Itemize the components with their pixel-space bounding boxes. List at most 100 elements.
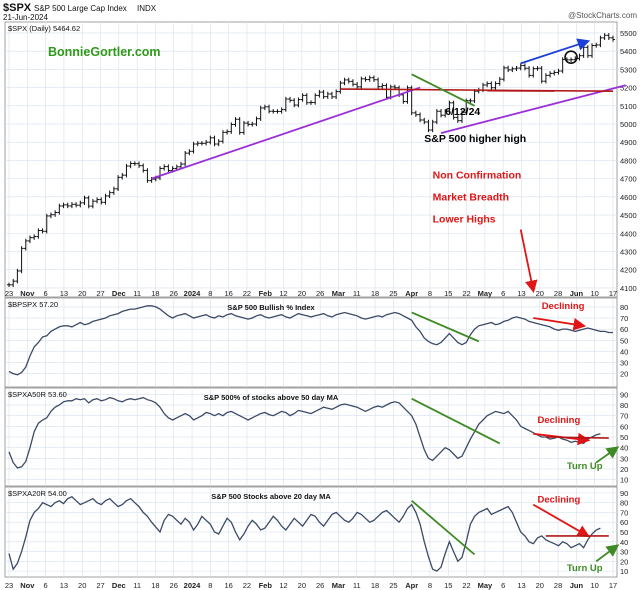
x-tick-label: Jun (570, 581, 584, 590)
trendline-green (411, 73, 475, 107)
x-tick-label: Dec (112, 581, 126, 590)
x-tick-label: 17 (609, 581, 617, 590)
x-tick-label: May (478, 581, 493, 590)
annotation-label: Declining (538, 415, 581, 426)
y-tick-label: 70 (620, 508, 628, 517)
x-tick-label: 17 (609, 289, 617, 298)
panel-title: $BPSPX 57.20 (8, 300, 58, 309)
x-tick-label: Feb (259, 289, 273, 298)
watermark-label: BonnieGortler.com (48, 45, 161, 59)
x-tick-label: 15 (444, 289, 452, 298)
x-tick-label: 26 (316, 581, 324, 590)
x-tick-label: 20 (536, 289, 544, 298)
x-tick-label: 13 (517, 289, 525, 298)
panel-subtitle: S&P 500% of stocks above 50 day MA (204, 393, 339, 402)
y-tick-label: 4100 (620, 284, 637, 293)
y-tick-label: 4700 (620, 175, 637, 184)
x-tick-label: 22 (462, 581, 470, 590)
x-tick-label: 11 (133, 581, 141, 590)
x-tick-label: 22 (243, 581, 251, 590)
y-tick-label: 20 (620, 465, 628, 474)
y-tick-label: 50 (620, 336, 628, 345)
y-tick-label: 4500 (620, 211, 637, 220)
y-tick-label: 20 (620, 370, 628, 379)
x-tick-label: 22 (243, 289, 251, 298)
trendline-green (411, 397, 501, 445)
x-tick-label: 8 (208, 581, 212, 590)
y-tick-label: 40 (620, 347, 628, 356)
y-tick-label: 10 (620, 567, 628, 576)
x-tick-label: 26 (316, 289, 324, 298)
symbol-label: $SPX (3, 2, 32, 14)
y-tick-label: 4600 (620, 193, 637, 202)
y-tick-label: 5400 (620, 47, 637, 56)
y-tick-label: 30 (620, 454, 628, 463)
highlight-circle (564, 50, 578, 64)
panel-frame (4, 21, 618, 298)
x-tick-label: 13 (60, 581, 68, 590)
x-tick-label: 18 (151, 289, 159, 298)
x-tick-label: 20 (78, 289, 86, 298)
x-tick-label: 27 (96, 581, 104, 590)
y-tick-label: 30 (620, 359, 628, 368)
trendline-green (595, 544, 620, 563)
x-tick-label: 16 (224, 581, 232, 590)
x-tick-label: Nov (20, 581, 35, 590)
y-tick-label: 80 (620, 401, 628, 410)
y-tick-label: 80 (620, 499, 628, 508)
series-line (8, 396, 601, 469)
x-tick-label: 20 (536, 581, 544, 590)
x-axis: 23 Nov 6 13 20 27 Dec 11 18 26 2024 8 16 22 Feb 12 20 26 M… (5, 289, 617, 590)
trendline-red (532, 503, 591, 538)
annotation-label: Declining (538, 495, 581, 506)
x-tick-label: 18 (371, 289, 379, 298)
x-tick-label: 11 (133, 289, 141, 298)
y-tick-label: 40 (620, 538, 628, 547)
y-tick-label: 50 (620, 433, 628, 442)
y-tick-label: 70 (620, 412, 628, 421)
x-tick-label: 6 (44, 581, 48, 590)
y-tick-label: 40 (620, 444, 628, 453)
annotation-label: Turn Up (567, 563, 603, 574)
exchange-label: INDX (137, 4, 157, 13)
x-tick-label: 6 (44, 289, 48, 298)
x-tick-label: 15 (444, 581, 452, 590)
x-tick-label: 12 (279, 581, 287, 590)
x-tick-label: 20 (298, 581, 306, 590)
x-tick-label: 8 (208, 289, 212, 298)
x-tick-label: 16 (224, 289, 232, 298)
trendline-red (533, 317, 587, 331)
annotation-label: 6/12/24 (445, 106, 480, 118)
red-arrow (519, 229, 538, 294)
trendline-green (411, 500, 476, 556)
y-tick-label: 80 (620, 303, 628, 312)
x-tick-label: 8 (428, 289, 432, 298)
y-tick-label: 4900 (620, 138, 637, 147)
series-line (8, 305, 613, 376)
y-tick-label: 5000 (620, 120, 637, 129)
annotation-label: Market Breadth (433, 191, 509, 203)
x-tick-label: Apr (405, 581, 418, 590)
annotation-label: Turn Up (567, 461, 603, 472)
panel-title: $SPX (Daily) 5464.62 (8, 24, 80, 33)
x-tick-label: Nov (20, 289, 35, 298)
y-tick-label: 10 (620, 476, 628, 485)
x-tick-label: 6 (501, 289, 505, 298)
x-tick-label: 22 (462, 289, 470, 298)
x-tick-label: 10 (591, 289, 599, 298)
x-tick-label: 11 (353, 581, 361, 590)
x-tick-label: 27 (96, 289, 104, 298)
y-tick-label: 5500 (620, 29, 637, 38)
x-tick-label: 13 (517, 581, 525, 590)
x-tick-label: Mar (332, 289, 345, 298)
panel-title: $SPXA20R 54.00 (8, 489, 67, 498)
trendline-darkred (545, 436, 609, 439)
annotation-label: Non Confirmation (433, 170, 522, 182)
panel-subtitle: S&P 500 Bullish % Index (227, 303, 315, 312)
y-tick-label: 60 (620, 325, 628, 334)
panel-2: 20 30 40 50 60 70 80 $BPSPX 57.20 S&P 500 Bullis… (8, 300, 628, 379)
x-tick-label: 25 (389, 289, 397, 298)
y-tick-label: 4800 (620, 156, 637, 165)
source-label: @StockCharts.com (568, 11, 637, 20)
x-tick-label: 25 (389, 581, 397, 590)
